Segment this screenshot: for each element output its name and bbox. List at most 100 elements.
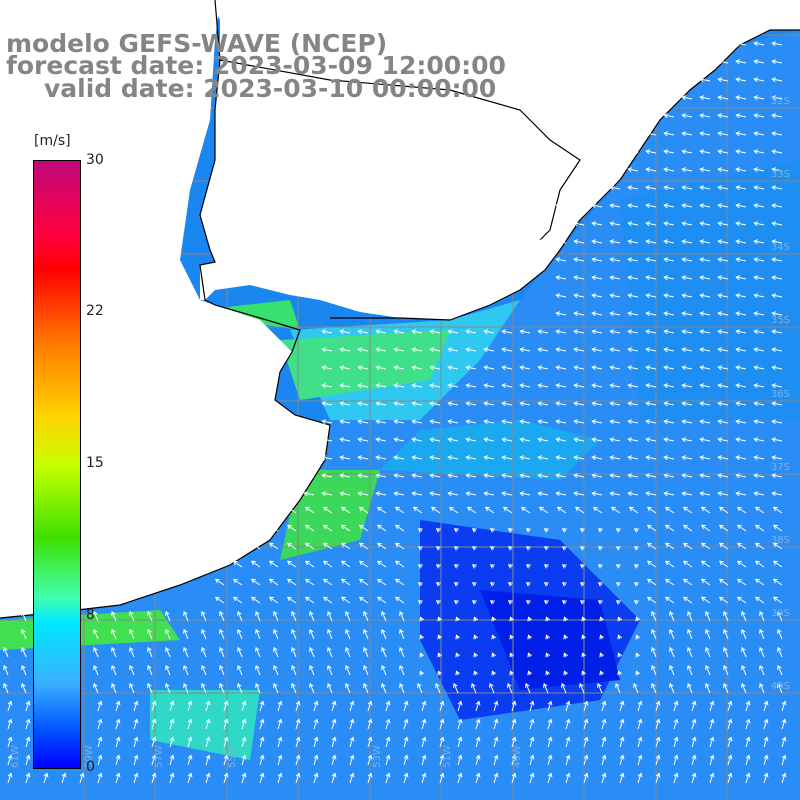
wind-arrow	[430, 506, 441, 514]
wind-arrow	[599, 670, 604, 676]
wind-arrow	[205, 736, 211, 748]
wind-arrow	[250, 506, 261, 514]
wind-arrow	[663, 329, 675, 335]
wind-arrow	[376, 542, 387, 550]
wind-arrow	[718, 560, 729, 568]
wind-arrow	[681, 401, 693, 407]
wind-arrow	[321, 437, 333, 443]
wind-arrow	[331, 718, 337, 730]
wind-arrow	[561, 682, 567, 694]
wind-arrow	[447, 329, 459, 335]
wind-arrow	[501, 419, 513, 425]
wind-arrow	[489, 546, 495, 551]
wind-arrow	[345, 682, 351, 694]
wind-arrow	[597, 564, 603, 569]
wind-arrow	[561, 564, 567, 569]
wind-arrow	[771, 401, 783, 407]
wind-arrow	[771, 221, 783, 227]
wind-arrow	[376, 560, 387, 568]
wind-arrow	[322, 596, 333, 604]
wind-arrow	[349, 700, 355, 712]
western-land	[0, 0, 330, 618]
wind-arrow	[525, 546, 531, 551]
wind-arrow	[232, 578, 243, 586]
wind-arrow	[609, 167, 621, 173]
wind-arrow	[745, 772, 751, 784]
wind-arrow	[573, 383, 585, 389]
wind-arrow	[489, 682, 495, 694]
wind-arrow	[547, 754, 553, 766]
wind-arrow	[232, 542, 243, 550]
wind-arrow	[501, 473, 513, 479]
wind-arrow	[777, 682, 783, 694]
wind-arrow	[601, 718, 607, 730]
wind-arrow	[691, 718, 697, 730]
wind-arrow	[115, 772, 121, 784]
wind-arrow	[453, 582, 459, 587]
wind-arrow	[232, 560, 243, 568]
wind-arrow	[489, 582, 495, 587]
wind-arrow	[483, 365, 495, 371]
wind-arrow	[465, 329, 477, 335]
wind-arrow	[591, 419, 603, 425]
wind-arrow	[645, 293, 657, 299]
wind-arrow	[673, 736, 679, 748]
wind-arrow	[411, 437, 423, 443]
wind-arrow	[399, 610, 405, 622]
wind-arrow	[7, 718, 13, 730]
wind-arrow	[21, 682, 27, 694]
wind-arrow	[393, 401, 405, 407]
wind-arrow	[21, 646, 27, 658]
wind-arrow	[339, 383, 351, 389]
wind-arrow	[358, 524, 369, 532]
wind-arrow	[681, 275, 693, 281]
wind-arrow	[399, 646, 405, 658]
wind-arrow	[473, 634, 478, 640]
wind-arrow	[591, 455, 603, 461]
colorbar-tick-8: 8	[86, 607, 95, 623]
wind-arrow	[519, 383, 531, 389]
wind-arrow	[511, 754, 517, 766]
wind-arrow	[509, 652, 514, 658]
wind-arrow	[627, 347, 639, 353]
wind-arrow	[250, 524, 261, 532]
wind-arrow	[555, 311, 567, 317]
wind-arrow	[717, 257, 729, 263]
wind-arrow	[115, 754, 121, 766]
wind-arrow	[501, 491, 513, 497]
wind-arrow	[555, 437, 567, 443]
wind-arrow	[741, 664, 747, 676]
wind-arrow	[93, 682, 99, 694]
wind-arrow	[527, 670, 532, 676]
wind-arrow	[717, 59, 729, 65]
wind-arrow	[753, 59, 765, 65]
wind-arrow	[645, 257, 657, 263]
wind-arrow	[313, 736, 319, 748]
wind-arrow	[447, 491, 459, 497]
wind-arrow	[483, 419, 495, 425]
wind-arrow	[753, 455, 765, 461]
wind-arrow	[754, 596, 765, 604]
wind-arrow	[771, 329, 783, 335]
wind-arrow	[519, 473, 531, 479]
wind-arrow	[556, 506, 567, 514]
wind-arrow	[340, 560, 351, 568]
wind-arrow	[772, 578, 783, 586]
wind-arrow	[699, 311, 711, 317]
wind-arrow	[741, 682, 747, 694]
wind-arrow	[615, 582, 621, 587]
wind-arrow	[502, 506, 513, 514]
wind-arrow	[547, 772, 553, 784]
wind-arrow	[322, 578, 333, 586]
wind-arrow	[627, 455, 639, 461]
wind-arrow	[322, 506, 333, 514]
wind-arrow	[439, 700, 445, 712]
colorbar-tick-15: 15	[86, 455, 104, 471]
wind-arrow	[439, 736, 445, 748]
wind-arrow	[700, 560, 711, 568]
wind-arrow	[376, 578, 387, 586]
wind-arrow	[573, 311, 585, 317]
wind-arrow	[753, 473, 765, 479]
wind-arrow	[475, 754, 481, 766]
wind-arrow	[475, 718, 481, 730]
